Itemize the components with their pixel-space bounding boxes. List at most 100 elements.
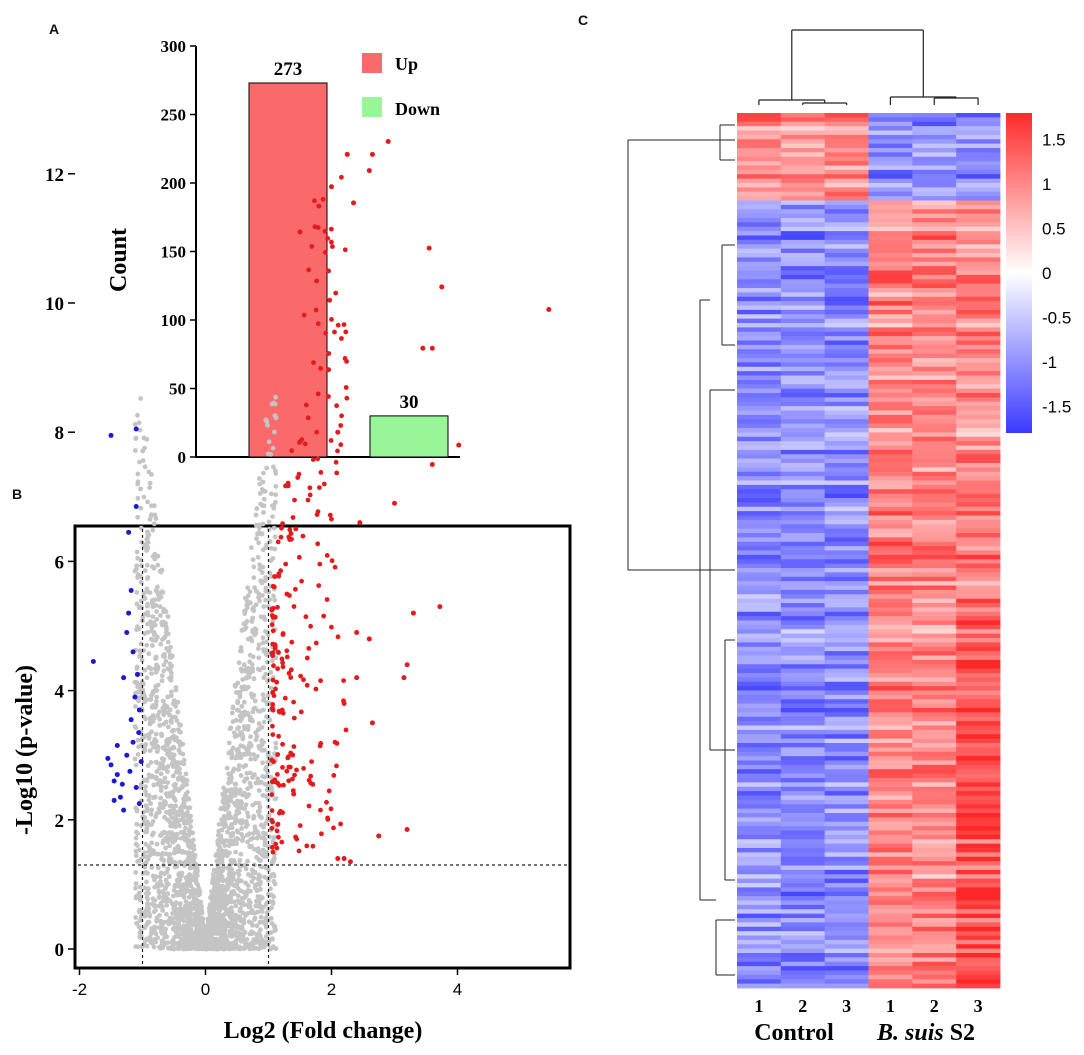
volcano-point-ns <box>261 510 266 515</box>
heatmap-cell <box>737 253 782 258</box>
heatmap-cell <box>868 358 913 363</box>
volcano-point-up <box>291 715 297 721</box>
heatmap-cell <box>868 607 913 613</box>
volcano-point-up <box>297 229 303 235</box>
heatmap-cell <box>912 191 957 197</box>
heatmap-cell <box>824 843 869 849</box>
heatmap-cell <box>868 690 913 696</box>
heatmap-cell <box>737 869 782 875</box>
heatmap-cell <box>868 371 913 376</box>
heatmap-cell <box>956 292 1001 298</box>
volcano-point-ns <box>271 525 277 531</box>
volcano-y-tick-label: 4 <box>55 682 65 703</box>
volcano-point-up <box>287 764 293 770</box>
volcano-point-ns <box>167 707 173 713</box>
volcano-point-ns <box>263 545 268 551</box>
heatmap-cell <box>824 795 869 801</box>
volcano-point-ns <box>143 716 148 722</box>
volcano-point-up <box>270 732 276 737</box>
volcano-point-ns <box>223 923 229 929</box>
volcano-point-ns <box>152 556 158 562</box>
volcano-point-up <box>335 856 341 862</box>
volcano-point-ns <box>229 815 235 820</box>
volcano-point-ns <box>154 694 160 700</box>
volcano-point-ns <box>197 905 203 911</box>
heatmap-cell <box>780 791 826 796</box>
heatmap-cell <box>868 349 913 355</box>
heatmap-cell <box>912 178 957 184</box>
heatmap-cell <box>780 266 826 271</box>
heatmap-cell <box>868 799 913 805</box>
heatmap-cell <box>780 362 826 368</box>
volcano-point-ns <box>152 877 157 883</box>
heatmap-cell <box>912 694 957 700</box>
volcano-point-up <box>288 667 294 673</box>
volcano-x-tick-label: -2 <box>72 980 87 999</box>
heatmap-cell <box>780 152 826 158</box>
volcano-point-ns <box>186 850 192 856</box>
volcano-point-up <box>351 200 357 206</box>
heatmap-cell <box>956 743 1001 748</box>
volcano-point-ns <box>213 883 218 888</box>
volcano-point-ns <box>259 593 265 598</box>
volcano-point-up <box>276 650 281 655</box>
heatmap-cell <box>912 598 957 604</box>
volcano-point-ns <box>252 869 258 875</box>
volcano-point-ns <box>160 745 166 751</box>
heatmap-cell <box>912 817 957 823</box>
volcano-point-down <box>124 752 130 758</box>
heatmap-column-label: 1 <box>886 996 895 1016</box>
volcano-point-ns <box>261 665 267 671</box>
volcano-point-ns <box>180 909 186 915</box>
volcano-point-ns <box>144 548 150 553</box>
heatmap-cell <box>868 843 913 849</box>
volcano-point-ns <box>156 596 162 602</box>
heatmap-cell <box>824 296 869 302</box>
heatmap-cell <box>868 935 913 941</box>
heatmap-cell <box>780 301 826 306</box>
heatmap-cell <box>868 953 913 958</box>
heatmap-cell <box>868 808 913 814</box>
heatmap-cell <box>824 528 869 534</box>
colorbar-tick-label: 1.5 <box>1042 131 1066 150</box>
heatmap-cell <box>956 397 1001 403</box>
heatmap-cell <box>956 323 1001 328</box>
volcano-point-ns <box>165 666 171 671</box>
volcano-point-ns <box>271 879 277 884</box>
heatmap-cell <box>868 467 913 473</box>
heatmap-cell <box>956 253 1001 258</box>
volcano-point-ns <box>145 603 150 609</box>
heatmap-cell <box>912 463 957 468</box>
volcano-point-ns <box>187 946 193 951</box>
heatmap-cell <box>912 970 957 976</box>
volcano-point-down <box>136 801 142 807</box>
heatmap-cell <box>868 979 913 985</box>
heatmap-cell <box>956 423 1001 429</box>
heatmap-cell <box>824 449 869 455</box>
volcano-point-ns <box>146 844 152 850</box>
heatmap-cell <box>737 554 782 560</box>
heatmap-cell <box>824 572 869 578</box>
volcano-point-ns <box>226 810 232 816</box>
volcano-point-up <box>271 584 277 590</box>
heatmap-cell <box>868 134 913 140</box>
heatmap-cell <box>824 121 869 127</box>
heatmap-cell <box>956 869 1001 875</box>
heatmap-cell <box>824 191 869 197</box>
heatmap-cell <box>956 305 1001 311</box>
volcano-point-ns <box>219 875 225 881</box>
volcano-point-ns <box>162 930 168 936</box>
volcano-point-up <box>270 707 276 713</box>
volcano-y-tick-label: 0 <box>55 940 65 961</box>
heatmap-cell <box>868 213 913 219</box>
volcano-point-up <box>287 527 293 533</box>
heatmap-cell <box>780 239 826 245</box>
heatmap-cell <box>956 861 1001 866</box>
heatmap-cell <box>737 174 782 180</box>
heatmap-cell <box>737 616 782 621</box>
volcano-point-ns <box>231 941 237 947</box>
volcano-point-ns <box>198 915 204 921</box>
heatmap-cell <box>956 620 1001 626</box>
volcano-point-up <box>329 317 334 322</box>
heatmap-cell <box>737 117 782 123</box>
